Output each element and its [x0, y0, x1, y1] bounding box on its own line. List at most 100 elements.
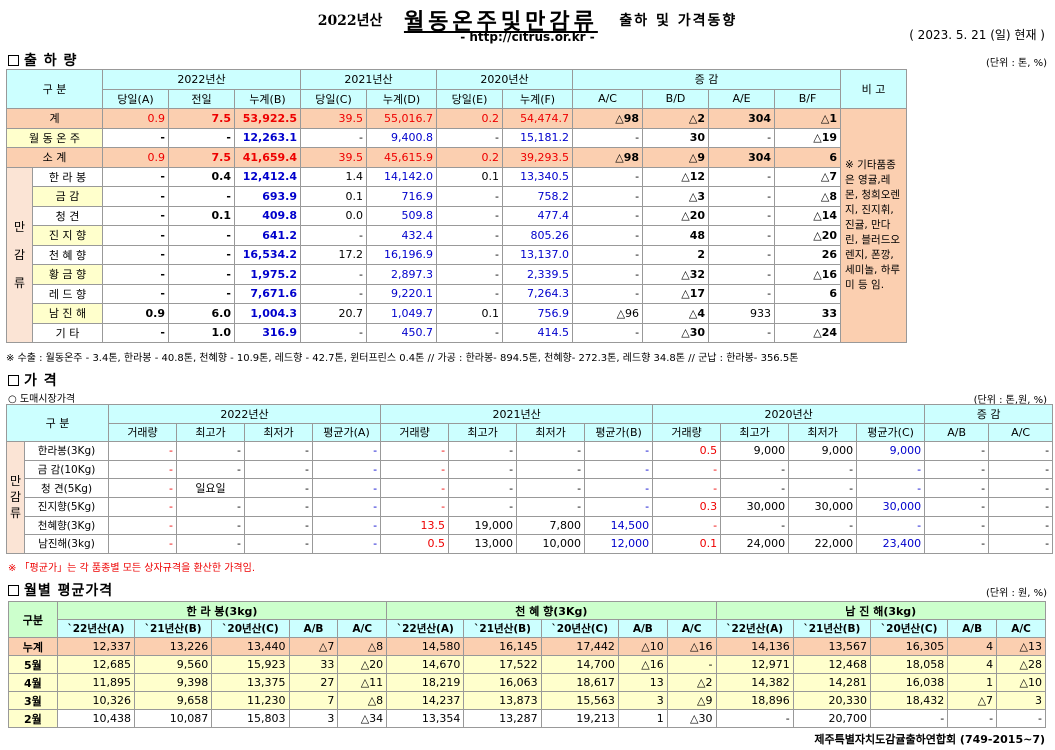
table-cell: 0.3 — [652, 496, 722, 517]
table-cell: △30 — [642, 322, 710, 343]
table-cell: 0.2 — [436, 147, 504, 168]
table-cell: - — [572, 166, 644, 187]
monthly-unit: (단위 : 원, %) — [986, 588, 1047, 599]
table-cell: - — [856, 478, 926, 498]
row-label: 한 라 봉 — [32, 166, 103, 187]
table-row: 누계 12,337 13,226 13,440 △7 △8 14,580 16,145 17,4… — [8, 637, 1046, 656]
table-cell: 0.9 — [102, 108, 169, 129]
table-cell: - — [584, 496, 654, 517]
table-cell: 30 — [642, 127, 710, 148]
table-cell: - — [380, 496, 450, 517]
table-cell: △98 — [572, 108, 644, 129]
col-header: A/B — [924, 422, 990, 443]
table-cell: - — [168, 283, 235, 304]
col-header: 최고가 — [176, 422, 245, 443]
col-group-variety: 한 라 봉(3kg) — [56, 601, 388, 620]
table-cell: 6 — [774, 147, 842, 168]
table-cell: 10,326 — [56, 691, 136, 710]
col-group-2022: 2022년산 — [107, 404, 382, 424]
group-label: 만 감 류 — [6, 166, 33, 343]
col-group-2020: 2020년산 — [436, 69, 574, 90]
table-cell: 14,382 — [715, 673, 794, 692]
table-cell: △2 — [666, 673, 717, 692]
table-cell: - — [708, 127, 776, 148]
table-cell: 0.5 — [652, 441, 722, 461]
table-cell: - — [168, 264, 235, 285]
table-cell: 13,000 — [448, 534, 518, 554]
table-cell: 1 — [947, 673, 998, 692]
table-cell: 16,305 — [870, 637, 949, 656]
table-row: 소 계 0.9 7.5 41,659.4 39.5 45,615.9 0.2 39,293.5… — [6, 147, 1055, 168]
table-cell: △16 — [617, 655, 668, 674]
table-cell: - — [102, 264, 169, 285]
header-title: 월동온주및만감류 — [403, 9, 598, 35]
table-cell: - — [436, 283, 504, 304]
col-header: 거래량 — [108, 422, 177, 443]
table-cell: - — [584, 478, 654, 498]
site-url[interactable]: - http://citrus.or.kr - — [460, 30, 595, 44]
table-cell: 0.4 — [168, 166, 235, 187]
table-cell: 7,264.3 — [502, 283, 574, 304]
wholesale-price-table: 구 분 2022년산 2021년산 2020년산 증 감 거래량 최고가 최저가 평균가(A) 거… — [6, 403, 1054, 554]
monthly-price-table: 구분 한 라 봉(3kg) 천 혜 향(3Kg) 남 진 해(3kg) `22년산(A)… — [8, 601, 1047, 728]
table-row: 금 감(10Kg) - - - - - - - - - - - - - - — [7, 459, 1054, 480]
table-row: 월 동 온 주 - -12,263.1-9,400.8-15,181.2-30- △1… — [6, 127, 1055, 148]
table-cell: 15,181.2 — [502, 127, 574, 148]
checkbox-icon — [8, 55, 19, 66]
table-cell: 30,000 — [788, 496, 858, 517]
row-label: 천혜향(3Kg) — [24, 515, 109, 536]
col-header: A/C — [666, 619, 717, 638]
checkbox-icon — [8, 375, 19, 386]
col-header: 누계(F) — [502, 88, 574, 109]
table-cell: 10,087 — [134, 709, 213, 728]
table-cell: - — [584, 459, 654, 480]
table-cell: 2,339.5 — [502, 264, 574, 285]
table-cell: 12,000 — [584, 534, 654, 554]
table-cell: - — [572, 205, 644, 226]
table-cell: 13,375 — [211, 673, 290, 692]
price-unit: (단위 : 톤,원, %) — [973, 395, 1047, 406]
header-year: 2022년산 — [317, 13, 383, 29]
table-cell: 13,567 — [792, 637, 872, 656]
table-cell: - — [436, 186, 504, 207]
table-cell: 18,617 — [540, 673, 619, 692]
section-price-title: 가 격 — [8, 370, 58, 390]
table-cell: - — [108, 534, 177, 554]
table-cell: - — [572, 283, 644, 304]
col-header: A/B — [947, 619, 998, 638]
table-cell: 9,220.1 — [366, 283, 438, 304]
table-cell: - — [380, 441, 450, 461]
table-cell: 450.7 — [366, 322, 438, 343]
table-cell: 17.2 — [300, 244, 368, 265]
table-cell: - — [168, 186, 235, 207]
table-cell: 7.5 — [168, 108, 235, 129]
table-cell: - — [708, 283, 776, 304]
table-cell: △98 — [572, 147, 644, 168]
section-shipment-title: 출 하 량 — [8, 50, 77, 70]
col-remark: 비 고 — [840, 69, 908, 109]
table-cell: 19,000 — [448, 515, 518, 536]
table-cell: 20,700 — [792, 709, 872, 728]
col-header: A/B — [617, 619, 668, 638]
table-cell: 18,432 — [870, 691, 949, 710]
table-cell: - — [652, 515, 722, 536]
table-cell: 1.4 — [300, 166, 368, 187]
row-label: 황 금 향 — [32, 264, 103, 285]
table-cell: 41,659.4 — [233, 147, 302, 168]
table-cell: - — [108, 459, 177, 480]
table-cell: - — [108, 496, 177, 517]
table-cell: △16 — [774, 264, 842, 285]
col-header: `21년산(B) — [134, 619, 213, 638]
table-cell: 693.9 — [233, 186, 302, 207]
table-cell: 16,145 — [463, 637, 542, 656]
table-cell: - — [924, 478, 990, 498]
table-cell: 414.5 — [502, 322, 574, 343]
table-cell: - — [244, 496, 313, 517]
table-cell: 2,897.3 — [366, 264, 438, 285]
table-cell: 18,058 — [870, 655, 949, 674]
section-shipment-label: 출 하 량 — [24, 53, 78, 69]
table-cell: 1.0 — [168, 322, 235, 343]
section-price-label: 가 격 — [24, 373, 58, 389]
col-header: `21년산(B) — [792, 619, 872, 638]
